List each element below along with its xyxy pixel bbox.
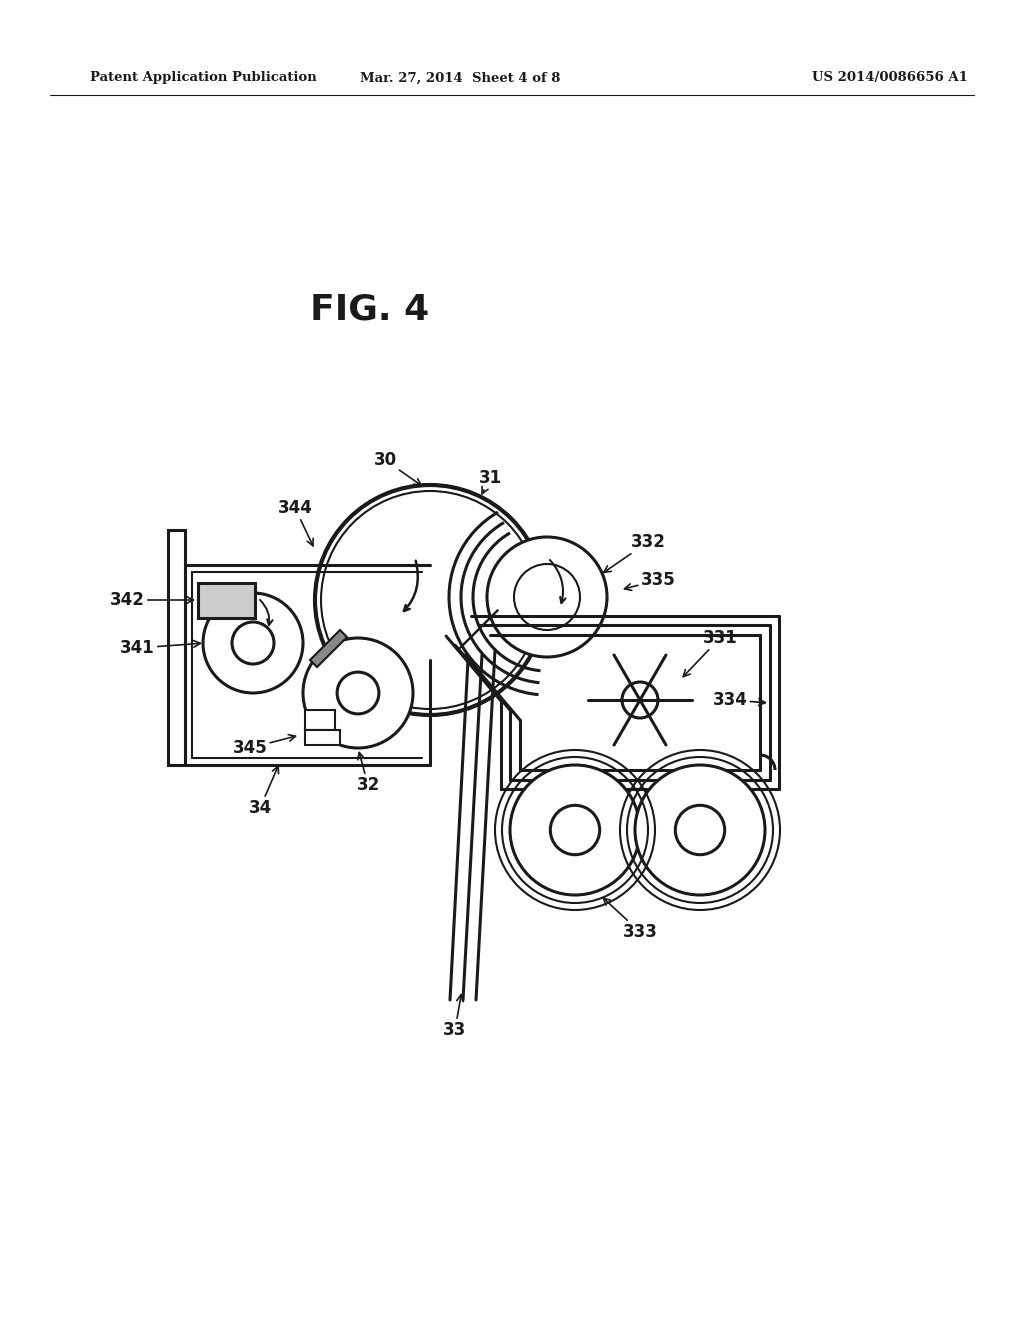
Polygon shape — [305, 730, 340, 744]
Text: 345: 345 — [232, 735, 296, 756]
Text: FIG. 4: FIG. 4 — [310, 293, 430, 327]
Polygon shape — [460, 610, 498, 648]
Circle shape — [635, 766, 765, 895]
Circle shape — [550, 805, 600, 855]
Text: 34: 34 — [249, 766, 279, 817]
Circle shape — [675, 805, 725, 855]
Circle shape — [203, 593, 303, 693]
Text: 334: 334 — [713, 690, 765, 709]
Circle shape — [514, 564, 580, 630]
Text: Mar. 27, 2014  Sheet 4 of 8: Mar. 27, 2014 Sheet 4 of 8 — [359, 71, 560, 84]
Circle shape — [487, 537, 607, 657]
Circle shape — [303, 638, 413, 748]
Circle shape — [315, 484, 545, 715]
Text: 335: 335 — [625, 572, 676, 590]
Circle shape — [321, 491, 539, 709]
Circle shape — [232, 622, 274, 664]
Polygon shape — [305, 710, 335, 730]
Text: 341: 341 — [120, 639, 201, 657]
Text: US 2014/0086656 A1: US 2014/0086656 A1 — [812, 71, 968, 84]
Text: 331: 331 — [683, 630, 737, 677]
Text: 332: 332 — [604, 533, 666, 573]
Text: 33: 33 — [443, 994, 467, 1039]
Polygon shape — [310, 630, 347, 667]
Circle shape — [337, 672, 379, 714]
Polygon shape — [198, 583, 255, 618]
Circle shape — [622, 682, 658, 718]
Circle shape — [510, 766, 640, 895]
Text: 344: 344 — [278, 499, 313, 545]
Text: Patent Application Publication: Patent Application Publication — [90, 71, 316, 84]
Text: 342: 342 — [111, 591, 194, 609]
Text: 31: 31 — [478, 469, 502, 494]
Text: 30: 30 — [374, 451, 421, 486]
Text: 32: 32 — [356, 752, 380, 795]
Text: 333: 333 — [603, 898, 657, 941]
Polygon shape — [168, 531, 185, 766]
